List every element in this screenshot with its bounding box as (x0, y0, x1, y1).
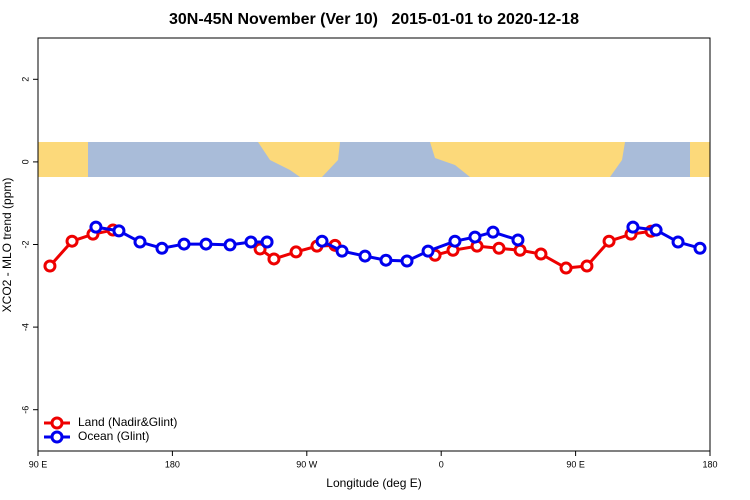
series-marker (260, 235, 274, 249)
series-marker (486, 225, 500, 239)
y-tick-label: 0 (20, 159, 30, 164)
legend-marker (50, 416, 64, 430)
series-marker (671, 235, 685, 249)
series-marker (267, 252, 281, 266)
x-axis-label: Longitude (deg E) (326, 476, 421, 490)
series-marker (177, 237, 191, 251)
series-marker (448, 234, 462, 248)
series-marker (133, 235, 147, 249)
series-marker (693, 241, 707, 255)
x-tick-label: 180 (165, 459, 180, 469)
x-tick-label: 180 (702, 459, 717, 469)
map-strip (38, 142, 710, 177)
series-marker (559, 261, 573, 275)
legend-label: Ocean (Glint) (78, 429, 149, 443)
series-marker (244, 235, 258, 249)
series-marker (289, 245, 303, 259)
series-marker (199, 237, 213, 251)
legend-marker (50, 430, 64, 444)
series-line (321, 230, 519, 263)
series-marker (315, 234, 329, 248)
series-marker (43, 259, 57, 273)
series-marker (223, 238, 237, 252)
series-line (48, 228, 114, 267)
y-tick-label: -2 (20, 240, 30, 248)
x-tick-label: 0 (439, 459, 444, 469)
series-marker (649, 223, 663, 237)
series-marker (492, 241, 506, 255)
y-tick-label: -6 (20, 406, 30, 414)
series-marker (421, 244, 435, 258)
series-marker (155, 241, 169, 255)
series-marker (513, 243, 527, 257)
series-marker (335, 244, 349, 258)
y-axis-label: XCO2 - MLO trend (ppm) (0, 178, 14, 313)
series-marker (468, 230, 482, 244)
series-marker (534, 247, 548, 261)
x-tick-label: 90 W (296, 459, 318, 469)
chart-title: 30N-45N November (Ver 10) 2015-01-01 to … (169, 11, 579, 28)
series-marker (580, 259, 594, 273)
series-marker (602, 234, 616, 248)
series-marker (379, 253, 393, 267)
x-tick-label: 90 E (29, 459, 48, 469)
series-marker (358, 249, 372, 263)
series-marker (511, 233, 525, 247)
y-tick-label: -4 (20, 323, 30, 331)
x-tick-label: 90 E (566, 459, 585, 469)
y-tick-label: 2 (20, 77, 30, 82)
legend-label: Land (Nadir&Glint) (78, 415, 177, 429)
series-marker (112, 224, 126, 238)
series-marker (400, 254, 414, 268)
series-marker (89, 220, 103, 234)
series-marker (626, 220, 640, 234)
series-line (632, 225, 701, 250)
series-marker (65, 234, 79, 248)
